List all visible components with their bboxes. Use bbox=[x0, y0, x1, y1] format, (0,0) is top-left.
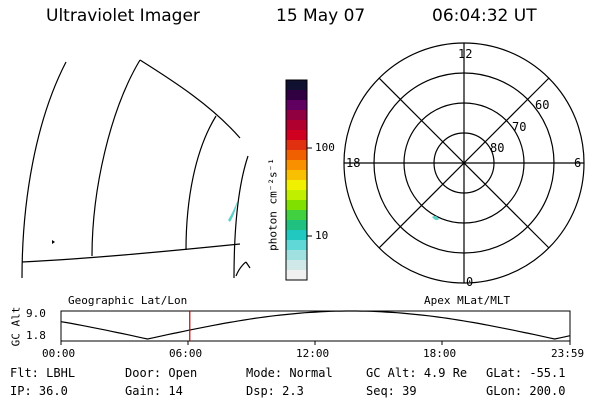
color-bar-cell bbox=[286, 130, 307, 141]
info-flt: Flt: LBHL bbox=[10, 366, 76, 380]
color-bar bbox=[286, 80, 307, 281]
color-bar-cell bbox=[286, 210, 307, 221]
info-mode: Mode: Normal bbox=[246, 366, 333, 380]
altitude-ylabel: GC Alt bbox=[9, 306, 23, 347]
longitude-line bbox=[91, 59, 141, 257]
color-bar-cell bbox=[286, 100, 307, 111]
lat-label-60: 60 bbox=[535, 98, 550, 112]
info-gain: Gain: 14 bbox=[125, 384, 183, 398]
info-door: Door: Open bbox=[125, 366, 198, 380]
color-bar-cell bbox=[286, 230, 307, 241]
time-label: 06:04:32 UT bbox=[432, 6, 537, 26]
geographic-grid bbox=[21, 59, 251, 279]
longitude-line bbox=[21, 61, 67, 279]
polar-plot bbox=[343, 42, 585, 284]
longitude-line bbox=[233, 155, 249, 279]
altitude-ytick: 1.8 bbox=[26, 329, 46, 342]
colorbar-tick-label: 100 bbox=[315, 141, 335, 154]
date-label: 15 May 07 bbox=[276, 6, 366, 26]
x-tick-label: 06:00 bbox=[169, 347, 203, 360]
color-bar-cell bbox=[286, 250, 307, 261]
x-ticks bbox=[60, 341, 571, 345]
color-bar-cell bbox=[286, 220, 307, 231]
lat-label-80: 80 bbox=[490, 141, 505, 155]
color-bar-cell bbox=[286, 80, 307, 91]
latitude-line bbox=[139, 59, 241, 139]
color-bar-cell bbox=[286, 150, 307, 161]
mlt-label-12: 12 bbox=[458, 47, 473, 61]
info-glat: GLat: -55.1 bbox=[486, 366, 566, 380]
altitude-curve bbox=[60, 310, 571, 340]
colorbar-unit-label: photon cm⁻²s⁻¹ bbox=[266, 158, 280, 251]
x-tick-label: 18:00 bbox=[423, 347, 457, 360]
instrument-title: Ultraviolet Imager bbox=[46, 6, 200, 26]
longitude-line bbox=[185, 115, 217, 251]
altitude-ytick: 9.0 bbox=[26, 307, 46, 320]
x-tick-label: 12:00 bbox=[296, 347, 330, 360]
map-marker bbox=[52, 240, 55, 244]
info-dsp: Dsp: 2.3 bbox=[246, 384, 304, 398]
latitude-line bbox=[21, 243, 241, 263]
aurora-emission bbox=[228, 200, 238, 222]
geographic-label: Geographic Lat/Lon bbox=[68, 294, 188, 307]
color-bar-cell bbox=[286, 270, 307, 281]
color-bar-frame bbox=[285, 79, 308, 281]
color-bar-cell bbox=[286, 140, 307, 151]
lat-label-70: 70 bbox=[512, 120, 527, 134]
color-bar-cell bbox=[286, 120, 307, 131]
color-bar-cell bbox=[286, 110, 307, 121]
polar-aurora-emission bbox=[432, 215, 439, 221]
color-bar-cell bbox=[286, 180, 307, 191]
colorbar-tick-label: 10 bbox=[315, 229, 329, 242]
info-gcalt: GC Alt: 4.9 Re bbox=[366, 366, 468, 380]
mlt-label-0: 0 bbox=[466, 275, 474, 289]
apex-label: Apex MLat/MLT bbox=[424, 294, 511, 307]
mlt-label-6: 6 bbox=[574, 156, 582, 170]
color-bar-cell bbox=[286, 240, 307, 251]
mlt-label-18: 18 bbox=[346, 156, 361, 170]
color-bar-cell bbox=[286, 90, 307, 101]
info-seq: Seq: 39 bbox=[366, 384, 417, 398]
info-ip: IP: 36.0 bbox=[10, 384, 68, 398]
coastline bbox=[235, 261, 247, 277]
color-bar-cell bbox=[286, 160, 307, 171]
info-glon: GLon: 200.0 bbox=[486, 384, 566, 398]
color-bar-cell bbox=[286, 260, 307, 271]
polar-diagonal bbox=[378, 77, 550, 249]
x-tick-label: 00:00 bbox=[42, 347, 76, 360]
color-bar-cell bbox=[286, 170, 307, 181]
color-bar-cell bbox=[286, 190, 307, 201]
coastline bbox=[245, 261, 251, 269]
color-bar-cell bbox=[286, 200, 307, 211]
x-tick-label: 23:59 bbox=[551, 347, 585, 360]
